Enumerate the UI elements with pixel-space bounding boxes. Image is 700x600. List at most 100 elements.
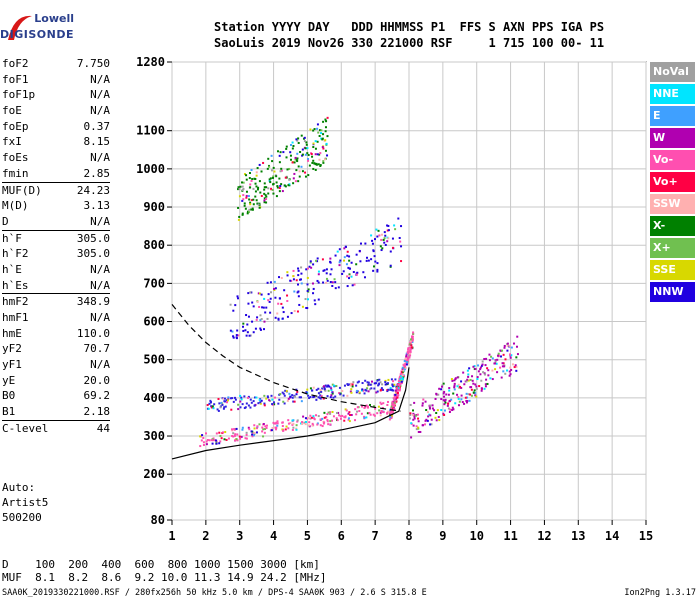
y-tick-label: 700 <box>143 276 165 290</box>
echo-point <box>297 269 300 272</box>
echo-point <box>376 412 379 415</box>
echo-point <box>319 394 322 397</box>
echo-point <box>334 287 337 290</box>
echo-point <box>502 362 505 365</box>
echo-point <box>407 356 410 359</box>
echo-point <box>229 329 232 332</box>
header-values: SaoLuis 2019 Nov26 330 221000 RSF 1 715 … <box>214 36 605 50</box>
echo-point <box>270 394 273 397</box>
echo-point <box>306 283 309 286</box>
echo-point <box>387 400 390 403</box>
echo-point <box>386 411 389 414</box>
echo-point <box>289 279 292 282</box>
echo-point <box>333 278 336 281</box>
echo-point <box>331 410 334 413</box>
echo-point <box>402 375 405 378</box>
echo-point <box>457 397 460 400</box>
legend-item: W <box>650 128 695 148</box>
echo-point <box>321 425 324 428</box>
echo-point <box>356 410 359 413</box>
echo-point <box>329 273 332 276</box>
echo-point <box>232 336 235 339</box>
echo-point <box>291 141 294 144</box>
echo-point <box>433 409 436 412</box>
echo-point <box>324 389 327 392</box>
echo-point <box>313 128 316 131</box>
echo-point <box>458 400 461 403</box>
echo-point <box>294 180 297 183</box>
echo-point <box>273 280 276 283</box>
param-row: h`E N/A <box>2 262 110 278</box>
echo-point <box>431 407 434 410</box>
echo-point <box>451 379 454 382</box>
x-tick-label: 4 <box>270 529 277 543</box>
echo-point <box>297 137 300 140</box>
echo-point <box>234 304 237 307</box>
param-row: C-level 44 <box>2 421 110 437</box>
echo-point <box>360 389 363 392</box>
echo-point <box>410 346 413 349</box>
echo-point <box>513 342 516 345</box>
echo-point <box>233 428 236 431</box>
echo-point <box>324 384 327 387</box>
echo-point <box>295 424 298 427</box>
echo-point <box>250 401 253 404</box>
param-row: foF2 7.750 <box>2 56 110 72</box>
echo-point <box>513 366 516 369</box>
echo-point <box>354 419 357 422</box>
param-label: foEs <box>2 151 29 165</box>
echo-point <box>278 161 281 164</box>
echo-point <box>475 395 478 398</box>
echo-point <box>501 365 504 368</box>
echo-point <box>457 396 460 399</box>
echo-point <box>255 427 258 430</box>
echo-point <box>326 279 329 282</box>
echo-point <box>237 334 240 337</box>
dashed-curve <box>171 304 401 412</box>
echo-point <box>356 381 359 384</box>
echo-point <box>509 356 512 359</box>
echo-point <box>429 423 432 426</box>
echo-point <box>268 180 271 183</box>
echo-point <box>401 378 404 381</box>
echo-point <box>259 319 262 322</box>
logo-line2: DIGISONDE <box>0 28 74 41</box>
y-tick-label: 800 <box>143 238 165 252</box>
echo-point <box>307 298 310 301</box>
echo-point <box>328 385 331 388</box>
echo-point <box>473 365 476 368</box>
echo-point <box>324 158 327 161</box>
echo-point <box>304 153 307 156</box>
echo-point <box>260 293 263 296</box>
echo-point <box>306 388 309 391</box>
echo-point <box>327 423 330 426</box>
param-row: foEp 0.37 <box>2 119 110 135</box>
echo-point <box>277 318 280 321</box>
echo-point <box>270 154 273 157</box>
echo-point <box>393 408 396 411</box>
echo-point <box>436 409 439 412</box>
echo-point <box>474 383 477 386</box>
echo-point <box>207 407 210 410</box>
echo-point <box>326 385 329 388</box>
legend-item: Vo- <box>650 150 695 170</box>
echo-point <box>409 346 412 349</box>
echo-point <box>373 405 376 408</box>
echo-point <box>270 429 273 432</box>
echo-point <box>263 188 266 191</box>
echo-point <box>358 249 361 252</box>
echo-point <box>202 441 205 444</box>
echo-point <box>322 160 325 163</box>
echo-point <box>338 264 341 267</box>
legend-item: SSW <box>650 194 695 214</box>
x-tick-label: 11 <box>503 529 517 543</box>
echo-point <box>279 393 282 396</box>
param-row: yF1 N/A <box>2 357 110 373</box>
echo-point <box>262 161 265 164</box>
echo-point <box>317 298 320 301</box>
echo-point <box>249 201 252 204</box>
echo-point <box>453 384 456 387</box>
echo-point <box>514 364 517 367</box>
echo-point <box>265 397 268 400</box>
echo-point <box>312 263 315 266</box>
